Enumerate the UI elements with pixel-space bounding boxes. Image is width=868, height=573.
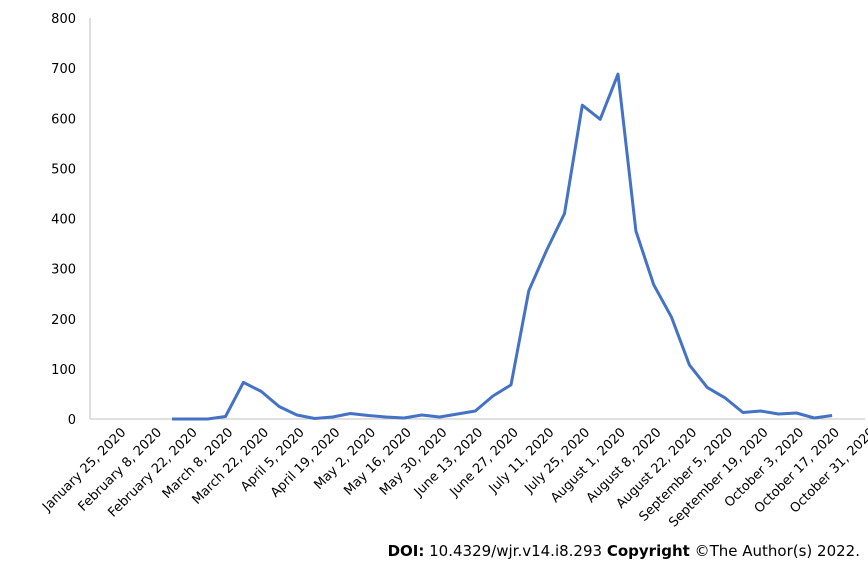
copyright-label: Copyright — [607, 542, 690, 560]
y-tick-label: 300 — [51, 263, 76, 278]
line — [172, 72, 833, 421]
y-tick-label: 200 — [51, 313, 76, 328]
y-tick-label: 0 — [68, 413, 76, 428]
y-tick-label: 700 — [51, 62, 76, 77]
y-tick-label: 500 — [51, 162, 76, 177]
footer: DOI: 10.4329/wjr.v14.i8.293 Copyright ©T… — [388, 542, 860, 560]
y-tick-label: 100 — [51, 363, 76, 378]
doi: 10.4329/wjr.v14.i8.293 — [429, 542, 602, 560]
y-tick-label: 800 — [51, 12, 76, 27]
y-tick-label: 600 — [51, 112, 76, 127]
y-tick-label: 400 — [51, 213, 76, 228]
doi-label: DOI: — [388, 542, 425, 560]
copyright: ©The Author(s) 2022. — [695, 542, 860, 560]
